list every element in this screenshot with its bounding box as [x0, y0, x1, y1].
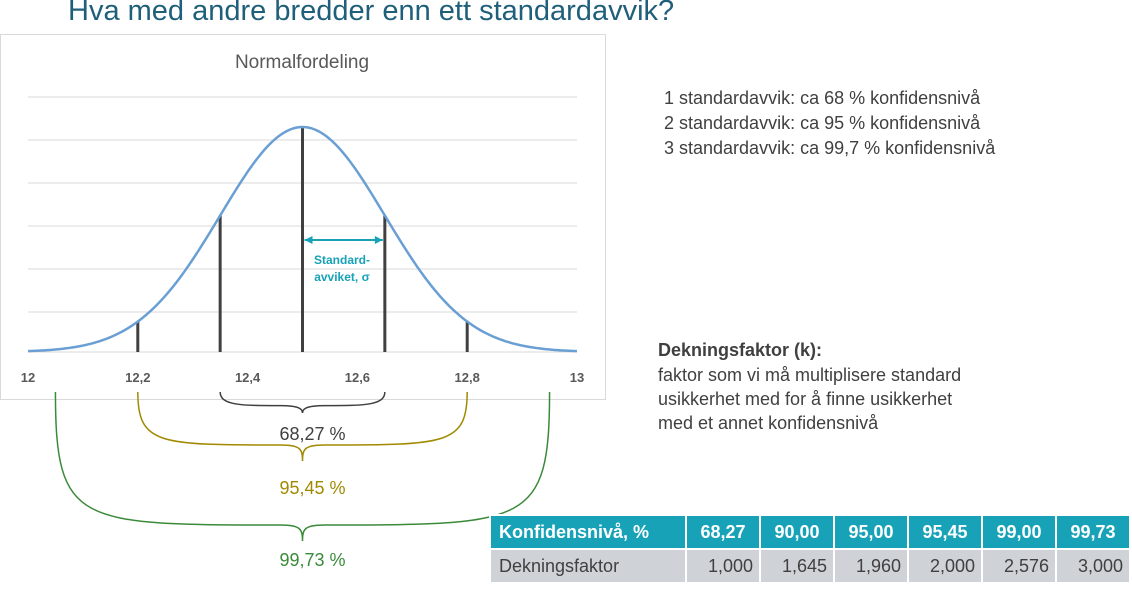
table-header-cell: 68,27	[685, 514, 761, 550]
coverage-factor-table: Konfidensnivå, % 68,27 90,00 95,00 95,45…	[489, 514, 1131, 584]
x-tick-label: 12,8	[455, 370, 480, 385]
table-cell: 1,960	[833, 548, 909, 584]
interval-brace	[54, 391, 551, 542]
normal-curve-line	[27, 125, 578, 353]
confidence-line-2sd: 2 standardavvik: ca 95 % konfidensnivå	[664, 113, 981, 133]
coverage-factor-desc-3: med et annet konfidensnivå	[658, 413, 879, 433]
table-cell: 1,645	[759, 548, 835, 584]
confidence-line-3sd: 3 standardavvik: ca 99,7 % konfidensnivå	[664, 138, 996, 158]
sigma-annotation-line2: avviket, σ	[314, 270, 370, 284]
x-tick-label: 12	[21, 370, 35, 385]
coverage-factor-desc-1: faktor som vi må multiplisere standard	[658, 365, 962, 385]
interval-label: 68,27 %	[279, 424, 345, 444]
sigma-arrow-head-left	[304, 236, 313, 244]
table-header-row: Konfidensnivå, % 68,27 90,00 95,00 95,45…	[489, 514, 1131, 550]
table-header-cell: 95,00	[833, 514, 909, 550]
x-tick-label: 13	[570, 370, 584, 385]
chart-title: Normalfordeling	[235, 52, 369, 73]
table-header-cell: 99,73	[1055, 514, 1131, 550]
table-header-cell: 99,00	[981, 514, 1057, 550]
table-header-cell: 90,00	[759, 514, 835, 550]
x-tick-label: 12,4	[235, 370, 261, 385]
table-cell: 2,576	[981, 548, 1057, 584]
interval-brace	[137, 391, 468, 462]
table-row: Dekningsfaktor 1,000 1,645 1,960 2,000 2…	[489, 548, 1131, 584]
interval-label: 99,73 %	[279, 550, 345, 570]
sigma-annotation-line1: Standard-	[314, 253, 370, 267]
table-cell: 3,000	[1055, 548, 1131, 584]
sigma-arrow-head-right	[374, 236, 383, 244]
x-tick-label: 12,2	[125, 370, 150, 385]
x-tick-label: 12,6	[345, 370, 370, 385]
slide-title: Hva med andre bredder enn ett standardav…	[68, 0, 675, 27]
interval-brace	[219, 391, 386, 414]
table-header-cell: 95,45	[907, 514, 983, 550]
table-header-cell: Konfidensnivå, %	[489, 514, 687, 550]
table-cell: 1,000	[685, 548, 761, 584]
table-cell: Dekningsfaktor	[489, 548, 687, 584]
interval-label: 95,45 %	[279, 478, 345, 498]
table-cell: 2,000	[907, 548, 983, 584]
coverage-factor-desc-2: usikkerhet med for å finne usikkerhet	[658, 389, 953, 409]
confidence-line-1sd: 1 standardavvik: ca 68 % konfidensnivå	[664, 88, 981, 108]
coverage-factor-heading: Dekningsfaktor (k):	[658, 340, 823, 360]
